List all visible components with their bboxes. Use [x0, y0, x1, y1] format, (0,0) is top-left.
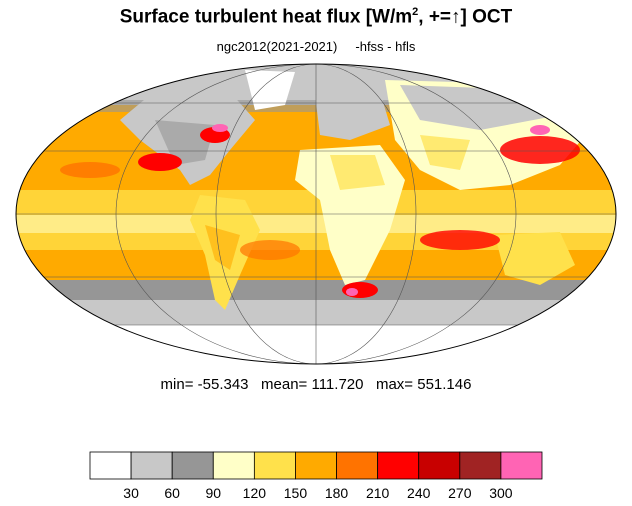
colorbar-swatch: [377, 451, 420, 480]
plot-subtitle: ngc2012(2021-2021) -hfss - hfls: [216, 39, 416, 54]
colorbar-swatch: [212, 451, 255, 480]
colorbar-swatch: [459, 451, 502, 480]
colorbar-swatch: [89, 451, 132, 480]
colorbar-swatch: [295, 451, 337, 480]
colorbar-tick-label: 270: [448, 485, 472, 501]
colorbar-swatch: [171, 451, 214, 480]
colorbar-tick-label: 120: [242, 485, 267, 501]
colorbar-tick-label: 90: [205, 485, 222, 501]
colorbar-swatch: [253, 451, 296, 480]
colorbar-tick-label: 210: [365, 485, 390, 501]
colorbar-swatch: [130, 451, 173, 480]
colorbar-swatch: [500, 451, 543, 480]
colorbar-tick-label: 240: [407, 485, 431, 501]
colorbar-swatch: [418, 451, 461, 480]
heat-flux-map: [15, 63, 617, 365]
colorbar-swatch: [336, 451, 379, 480]
colorbar-tick-label: 180: [324, 485, 349, 501]
colorbar-tick-label: 150: [283, 485, 308, 501]
colorbar-tick-label: 300: [489, 485, 513, 501]
stats-line: min= -55.343 mean= 111.720 max= 551.146: [160, 376, 472, 393]
colorbar-tick-label: 30: [123, 485, 139, 501]
plot-title: Surface turbulent heat flux [W/m2, +=↑] …: [119, 6, 513, 28]
colorbar-tick-label: 60: [164, 485, 180, 501]
